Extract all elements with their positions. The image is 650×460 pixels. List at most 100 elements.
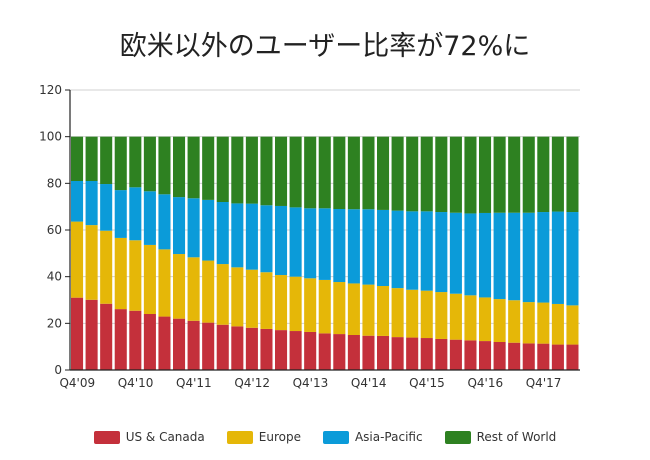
- y-tick-label: 100: [39, 130, 62, 144]
- bar-segment-europe: [333, 282, 346, 335]
- bar-segment-us-canada: [522, 343, 535, 370]
- bar-segment-asia-pacific: [362, 209, 375, 285]
- bar-segment-europe: [522, 302, 535, 344]
- bar-segment-us-canada: [158, 316, 171, 370]
- bar-segment-asia-pacific: [377, 209, 390, 286]
- bar-segment-us-canada: [406, 337, 419, 370]
- legend-label: Asia-Pacific: [354, 430, 423, 444]
- bar-segment-rest-of-world: [479, 136, 492, 213]
- bar-segment-europe: [435, 292, 448, 339]
- bar-segment-europe: [449, 293, 462, 340]
- bar-segment-europe: [158, 249, 171, 317]
- bar-segment-asia-pacific: [275, 205, 288, 276]
- bar-segment-rest-of-world: [537, 136, 550, 213]
- legend-item[interactable]: US & Canada: [93, 430, 205, 444]
- legend-item[interactable]: Europe: [226, 430, 301, 444]
- bar-segment-us-canada: [479, 341, 492, 370]
- bar-segment-us-canada: [187, 320, 200, 370]
- bar-segment-asia-pacific: [114, 190, 127, 238]
- bar-segment-us-canada: [347, 335, 360, 370]
- bar-segment-asia-pacific: [85, 181, 98, 226]
- bar-segment-rest-of-world: [449, 136, 462, 213]
- bar-segment-asia-pacific: [71, 181, 84, 222]
- bar-segment-asia-pacific: [129, 187, 142, 241]
- bar-segment-us-canada: [143, 314, 156, 370]
- bar-segment-europe: [260, 272, 273, 329]
- bar-segment-us-canada: [551, 344, 564, 370]
- bar-segment-asia-pacific: [289, 207, 302, 277]
- bar-segment-asia-pacific: [333, 209, 346, 283]
- bar-segment-europe: [231, 267, 244, 327]
- bar-segment-us-canada: [362, 335, 375, 370]
- bar-segment-us-canada: [449, 339, 462, 370]
- bar-segment-asia-pacific: [143, 191, 156, 245]
- bar-segment-rest-of-world: [493, 136, 506, 213]
- bar-segment-asia-pacific: [318, 208, 331, 280]
- bar-segment-us-canada: [231, 326, 244, 370]
- bar-segment-us-canada: [173, 318, 186, 370]
- bar-segment-us-canada: [435, 338, 448, 370]
- bar-segment-asia-pacific: [391, 210, 404, 289]
- bar-segment-asia-pacific: [464, 213, 477, 296]
- bar-segment-us-canada: [289, 331, 302, 370]
- y-tick-label: 20: [47, 316, 62, 330]
- bar-segment-us-canada: [318, 333, 331, 370]
- y-tick-label: 120: [39, 83, 62, 97]
- bar-segment-europe: [318, 279, 331, 334]
- bar-segment-us-canada: [114, 309, 127, 370]
- x-tick-label: Q4'12: [234, 376, 270, 390]
- bar-segment-asia-pacific: [479, 212, 492, 298]
- bar-segment-rest-of-world: [362, 136, 375, 210]
- bar-segment-asia-pacific: [231, 203, 244, 268]
- y-tick-label: 80: [47, 176, 62, 190]
- bar-segment-rest-of-world: [173, 136, 186, 198]
- bar-segment-us-canada: [260, 328, 273, 370]
- bar-segment-rest-of-world: [202, 136, 215, 200]
- stacked-bar-chart: 0 20 40 60 80 100 120 Q4'09 Q4'10 Q4'11 Q4'12 Q4'13…: [39, 83, 580, 390]
- legend-label: US & Canada: [125, 430, 205, 444]
- bar-segment-europe: [551, 303, 564, 345]
- bar-segment-europe: [304, 278, 317, 332]
- bar-segment-us-canada: [129, 310, 142, 370]
- bar-segment-europe: [173, 254, 186, 319]
- bar-segment-rest-of-world: [114, 136, 127, 191]
- bar-segment-us-canada: [100, 303, 113, 370]
- bar-segment-rest-of-world: [187, 136, 200, 199]
- bar-segment-europe: [347, 283, 360, 335]
- bar-segment-rest-of-world: [129, 136, 142, 188]
- legend: US & Canada Europe Asia-Pacific Rest of Wor…: [0, 430, 650, 444]
- legend-item[interactable]: Rest of World: [444, 430, 556, 444]
- bar-segment-us-canada: [420, 338, 433, 370]
- bar-segment-asia-pacific: [347, 209, 360, 284]
- chart-title: 欧米以外のユーザー比率が72%に: [119, 31, 531, 62]
- bar-segment-europe: [508, 300, 521, 343]
- x-tick-label: Q4'15: [409, 376, 445, 390]
- bar-segment-asia-pacific: [508, 212, 521, 301]
- legend-item[interactable]: Asia-Pacific: [322, 430, 423, 444]
- bar-segment-asia-pacific: [449, 212, 462, 294]
- bar-segment-asia-pacific: [522, 212, 535, 303]
- bar-segment-rest-of-world: [289, 136, 302, 208]
- bar-segment-us-canada: [391, 337, 404, 370]
- bar-segment-europe: [479, 297, 492, 342]
- bar-segment-us-canada: [216, 324, 229, 370]
- bar-segment-asia-pacific: [260, 205, 273, 273]
- bar-segment-rest-of-world: [100, 136, 113, 185]
- x-tick-label: Q4'17: [526, 376, 562, 390]
- bar-segment-europe: [493, 299, 506, 342]
- bar-segment-asia-pacific: [202, 199, 215, 261]
- bar-segment-us-canada: [333, 334, 346, 370]
- bar-segment-rest-of-world: [245, 136, 258, 204]
- x-tick-label: Q4'14: [351, 376, 387, 390]
- bar-segment-europe: [464, 295, 477, 341]
- bar-segment-asia-pacific: [100, 184, 113, 231]
- bar-segment-europe: [377, 286, 390, 336]
- bar-segment-europe: [420, 290, 433, 339]
- bar-segment-europe: [202, 260, 215, 323]
- bar-segment-asia-pacific: [406, 211, 419, 290]
- legend-swatch: [322, 430, 349, 444]
- bar-segment-europe: [275, 275, 288, 331]
- bar-segment-rest-of-world: [435, 136, 448, 213]
- bar-segment-rest-of-world: [143, 136, 156, 192]
- bar-segment-asia-pacific: [537, 212, 550, 303]
